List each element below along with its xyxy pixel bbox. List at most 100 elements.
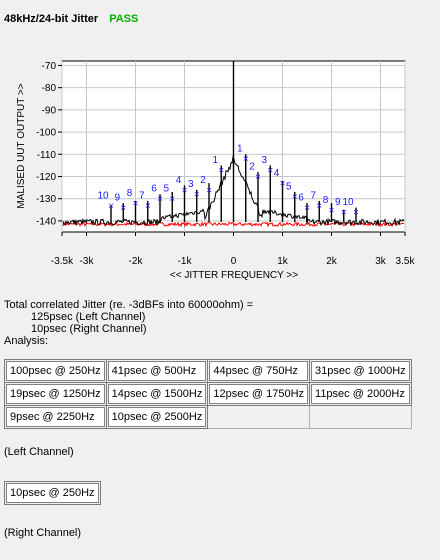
table-row: 9psec @ 2250Hz 10psec @ 2500Hz [4, 405, 412, 429]
table-cell-empty [309, 405, 412, 429]
peak-marker-cross: × [267, 165, 273, 176]
peak-marker-cross: × [169, 194, 175, 205]
series-group [62, 61, 405, 228]
y-axis: -140 -130 -120 -110 -100 -90 -80 -70 [36, 61, 62, 227]
table-cell: 11psec @ 2000Hz [309, 382, 412, 406]
x-tick-label: -3k [80, 256, 95, 267]
table-row: 10psec @ 250Hz [4, 481, 101, 505]
peak-marker-cross: × [133, 199, 139, 210]
right-channel-table: 10psec @ 250Hz [4, 481, 101, 505]
peak-marker-label: 2 [200, 175, 206, 186]
summary-line: Total correlated Jitter (re. -3dBFs into… [4, 299, 254, 311]
table-cell: 14psec @ 1500Hz [105, 382, 209, 406]
status-pass: PASS [109, 13, 139, 25]
jitter-chart: ×10×9×8×7 ×6×5 ×4×3×2×1 ×1×2 ×3×4×5×6×7×8×9×… [16, 60, 416, 281]
report-title: 48kHz/24-bit Jitter [4, 13, 99, 25]
x-tick-label: 3.5k [396, 256, 416, 267]
peak-marker-cross: × [108, 201, 114, 212]
cell-value: 12psec @ 1750Hz [209, 384, 309, 404]
x-tick-label: -1k [178, 256, 193, 267]
right-channel-label: (Right Channel) [4, 527, 82, 539]
peak-marker-label: 10 [97, 190, 109, 201]
peak-marker-label: 6 [151, 184, 157, 195]
peak-marker-label: 1 [237, 144, 243, 155]
x-tick-label: 2k [326, 256, 338, 267]
table-cell: 44psec @ 750Hz [207, 359, 311, 383]
peak-marker-cross: × [145, 201, 151, 212]
table-row: 100psec @ 250Hz 41psec @ 500Hz 44psec @ … [4, 359, 412, 383]
peak-marker-cross: × [157, 194, 163, 205]
table-cell: 10psec @ 250Hz [4, 481, 101, 505]
peak-marker-label: 1 [212, 155, 218, 166]
y-tick-label: -90 [42, 105, 57, 116]
peak-marker-cross: × [120, 203, 126, 214]
peak-marker-cross: × [243, 154, 249, 165]
cell-value: 41psec @ 500Hz [107, 361, 207, 381]
peak-marker-label: 7 [139, 190, 145, 201]
table-cell: 19psec @ 1250Hz [4, 382, 107, 406]
peak-marker-cross: × [206, 185, 212, 196]
analysis-label: Analysis: [4, 335, 49, 347]
cell-value: 10psec @ 2500Hz [107, 407, 207, 427]
peak-marker-cross: × [353, 208, 359, 219]
table-cell: 12psec @ 1750Hz [207, 382, 311, 406]
x-tick-label: -3.5k [51, 256, 74, 267]
peak-marker-cross: × [316, 201, 322, 212]
y-tick-label: -80 [42, 83, 57, 94]
y-tick-label: -70 [42, 61, 57, 72]
peak-marker-label: 8 [127, 188, 133, 199]
x-tick-label: 0 [231, 256, 237, 267]
peak-marker-label: 5 [163, 184, 169, 195]
peak-marker-cross: × [304, 203, 310, 214]
summary-right: 10psec (Right Channel) [31, 323, 147, 335]
y-tick-label: -140 [36, 216, 56, 227]
cell-value: 100psec @ 250Hz [6, 361, 105, 381]
peak-marker-label: 7 [310, 190, 316, 201]
table-row: 19psec @ 1250Hz 14psec @ 1500Hz 12psec @… [4, 382, 412, 406]
x-tick-label: 3k [375, 256, 387, 267]
peak-marker-label: 4 [176, 175, 182, 186]
y-tick-label: -100 [36, 128, 56, 139]
table-cell: 100psec @ 250Hz [4, 359, 107, 383]
table-cell: 31psec @ 1000Hz [309, 359, 412, 383]
x-tick-label: -2k [129, 256, 144, 267]
peak-marker-label: 8 [323, 195, 329, 206]
cell-value: 9psec @ 2250Hz [6, 407, 105, 427]
peak-marker-label: 9 [335, 197, 341, 208]
y-tick-label: -120 [36, 172, 56, 183]
peak-marker-cross: × [218, 165, 224, 176]
peak-marker-cross: × [329, 205, 335, 216]
y-axis-label: MALISED UUT OUTPUT >> [16, 83, 27, 208]
peak-marker-label: 6 [298, 193, 304, 204]
cell-value: 11psec @ 2000Hz [311, 384, 410, 404]
peak-marker-label: 4 [274, 168, 280, 179]
cell-value: 44psec @ 750Hz [209, 361, 309, 381]
x-axis: -3.5k -3k -2k -1k 0 1k 2k 3k 3.5k [51, 232, 416, 267]
cell-value: 31psec @ 1000Hz [311, 361, 410, 381]
table-cell: 9psec @ 2250Hz [4, 405, 107, 429]
series-red-line [62, 220, 405, 228]
table-cell: 10psec @ 2500Hz [105, 405, 209, 429]
table-cell-empty [207, 405, 311, 429]
peak-marker-label: 5 [286, 181, 292, 192]
cell-value: 10psec @ 250Hz [6, 483, 99, 503]
summary-left: 125psec (Left Channel) [31, 311, 146, 323]
peak-marker-cross: × [255, 172, 261, 183]
y-tick-label: -130 [36, 194, 56, 205]
peak-marker-cross: × [341, 208, 347, 219]
peak-marker-cross: × [280, 179, 286, 190]
y-tick-label: -110 [37, 150, 57, 161]
jitter-summary: Total correlated Jitter (re. -3dBFs into… [4, 299, 253, 347]
x-tick-label: 1k [277, 256, 289, 267]
cell-value: 19psec @ 1250Hz [6, 384, 105, 404]
x-axis-label: << JITTER FREQUENCY >> [170, 270, 298, 281]
left-channel-label: (Left Channel) [4, 446, 74, 458]
peak-marker-cross: × [194, 190, 200, 201]
analysis-table: 100psec @ 250Hz 41psec @ 500Hz 44psec @ … [4, 359, 412, 429]
cell-value: 14psec @ 1500Hz [107, 384, 207, 404]
peak-markers: ×10×9×8×7 ×6×5 ×4×3×2×1 ×1×2 ×3×4×5×6×7×8×9×… [97, 144, 359, 219]
peak-marker-label: 3 [261, 155, 267, 166]
peak-marker-label: 2 [249, 161, 255, 172]
table-cell: 41psec @ 500Hz [105, 359, 209, 383]
report-header: 48kHz/24-bit Jitter PASS [4, 13, 138, 25]
